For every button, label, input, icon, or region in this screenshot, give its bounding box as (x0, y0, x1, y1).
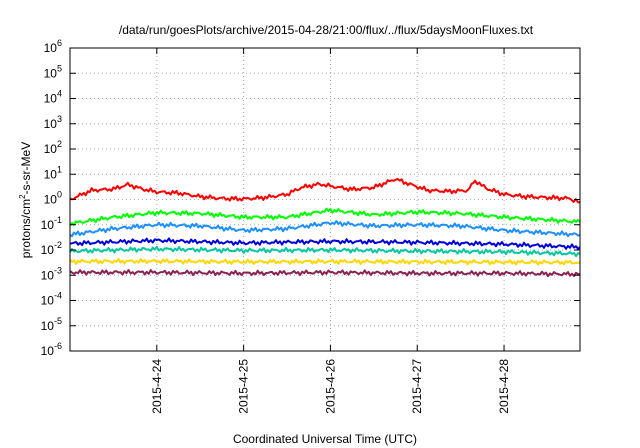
series-line-1 (69, 177, 581, 204)
series-line-4 (69, 237, 581, 250)
series-line-2 (69, 207, 581, 227)
y-tick-label: 103 (44, 114, 62, 131)
y-tick-label: 10-6 (41, 341, 62, 358)
y-tick-label: 10-1 (41, 215, 62, 232)
y-axis-ticks: 106 105 104 103 102 101 100 10-1 10-2 10-3 10-4 10-… (41, 38, 580, 358)
series-line-3 (69, 220, 581, 238)
y-axis-label: protons/cm2-s-sr-MeV (18, 142, 33, 258)
plot-frame (69, 47, 581, 352)
x-tick-label: 2015-4-27 (410, 359, 424, 414)
y-tick-label: 106 (44, 38, 62, 55)
series-group (69, 177, 581, 278)
x-tick-label: 2015-4-24 (150, 359, 164, 414)
y-tick-label: 101 (44, 164, 62, 181)
y-tick-label: 10-5 (41, 316, 62, 333)
x-axis-label: Coordinated Universal Time (UTC) (233, 432, 417, 446)
y-tick-label: 10-2 (41, 240, 62, 257)
y-tick-label: 100 (44, 190, 62, 207)
series-line-5 (69, 245, 581, 258)
y-tick-label: 10-4 (41, 291, 62, 308)
y-tick-label: 105 (44, 63, 62, 80)
x-tick-label: 2015-4-28 (497, 359, 511, 414)
x-tick-label: 2015-4-25 (237, 359, 251, 414)
x-axis-ticks: 2015-4-24 2015-4-25 2015-4-26 2015-4-27 2015… (150, 48, 511, 414)
series-line-7 (69, 269, 581, 278)
y-tick-label: 102 (44, 139, 62, 156)
x-tick-label: 2015-4-26 (323, 359, 337, 414)
series-line-6 (69, 258, 581, 266)
grid-lines (70, 47, 580, 352)
y-tick-label: 104 (44, 89, 62, 106)
y-tick-label: 10-3 (41, 265, 62, 282)
chart-title: /data/run/goesPlots/archive/2015-04-28/2… (119, 23, 534, 37)
